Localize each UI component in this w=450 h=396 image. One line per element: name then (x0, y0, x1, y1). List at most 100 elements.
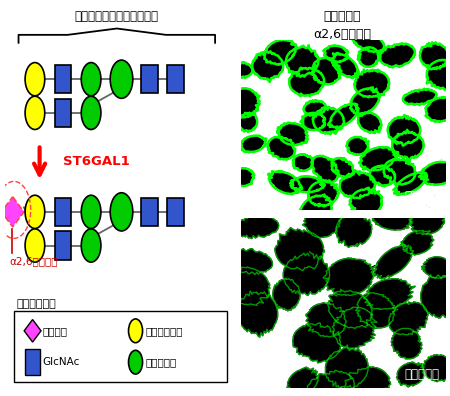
Polygon shape (425, 97, 450, 122)
Polygon shape (420, 42, 449, 69)
Polygon shape (332, 158, 354, 178)
Bar (25, 349, 40, 375)
Polygon shape (421, 257, 450, 278)
Polygon shape (332, 53, 359, 78)
Polygon shape (328, 103, 359, 129)
Polygon shape (300, 194, 332, 223)
Polygon shape (306, 303, 346, 337)
Circle shape (81, 96, 101, 129)
Polygon shape (231, 62, 252, 78)
Bar (141, 198, 158, 226)
Text: GlcNAc: GlcNAc (42, 357, 80, 367)
Polygon shape (358, 48, 379, 67)
Bar (141, 65, 158, 93)
Polygon shape (419, 162, 450, 185)
Polygon shape (302, 202, 342, 238)
Polygon shape (290, 177, 325, 192)
Polygon shape (239, 113, 257, 132)
Polygon shape (286, 46, 319, 76)
Polygon shape (268, 137, 295, 160)
Polygon shape (356, 293, 395, 328)
Bar (54, 231, 72, 260)
Polygon shape (307, 370, 354, 396)
Polygon shape (293, 323, 341, 363)
Polygon shape (234, 216, 279, 239)
Text: マンノース: マンノース (145, 357, 176, 367)
Polygon shape (369, 166, 395, 186)
Polygon shape (312, 58, 342, 84)
Polygon shape (403, 89, 436, 105)
Polygon shape (380, 43, 415, 67)
Polygon shape (352, 31, 384, 52)
Polygon shape (313, 107, 344, 134)
Bar (14, 311, 227, 382)
Text: 正常マウス: 正常マウス (405, 190, 439, 203)
Text: α2,6シアル酸: α2,6シアル酸 (9, 257, 58, 267)
Polygon shape (293, 154, 313, 171)
Polygon shape (231, 168, 254, 186)
Polygon shape (268, 171, 302, 194)
Circle shape (110, 193, 133, 231)
Bar (167, 198, 184, 226)
Polygon shape (273, 278, 300, 311)
Polygon shape (363, 279, 415, 309)
Polygon shape (24, 320, 41, 342)
Polygon shape (227, 88, 260, 117)
Polygon shape (427, 60, 450, 90)
Text: ST6GAL1: ST6GAL1 (63, 155, 130, 168)
Polygon shape (311, 156, 338, 182)
Polygon shape (324, 46, 348, 62)
Circle shape (81, 229, 101, 262)
Circle shape (81, 63, 101, 96)
Bar (54, 99, 72, 127)
Circle shape (25, 96, 45, 129)
Polygon shape (275, 228, 324, 271)
Text: タンパク質に結合した糖鎖: タンパク質に結合した糖鎖 (75, 10, 159, 23)
Polygon shape (383, 159, 415, 185)
Text: 肥満マウス: 肥満マウス (405, 368, 439, 381)
Polygon shape (393, 172, 427, 195)
Circle shape (81, 195, 101, 228)
Polygon shape (350, 188, 382, 216)
Polygon shape (346, 137, 369, 155)
Polygon shape (223, 267, 270, 305)
Polygon shape (325, 345, 368, 389)
Text: α2,6シアル酸: α2,6シアル酸 (313, 28, 371, 41)
Polygon shape (1, 197, 24, 227)
Polygon shape (300, 113, 325, 130)
Polygon shape (238, 136, 266, 152)
Circle shape (25, 195, 45, 228)
Polygon shape (227, 249, 272, 274)
Polygon shape (289, 67, 324, 96)
Polygon shape (287, 367, 318, 396)
Text: ガラクトース: ガラクトース (145, 326, 183, 336)
Circle shape (25, 229, 45, 262)
Circle shape (129, 350, 143, 374)
Polygon shape (263, 39, 296, 65)
Polygon shape (400, 230, 434, 255)
Polygon shape (392, 328, 422, 359)
Polygon shape (332, 307, 377, 348)
Polygon shape (277, 123, 308, 145)
Polygon shape (304, 100, 326, 116)
Polygon shape (336, 212, 372, 248)
Polygon shape (389, 302, 428, 335)
Polygon shape (358, 112, 382, 133)
Polygon shape (371, 208, 412, 230)
Polygon shape (340, 170, 375, 198)
Text: 糖を表す記号: 糖を表す記号 (16, 299, 56, 309)
Polygon shape (387, 115, 420, 146)
Polygon shape (359, 147, 398, 170)
Polygon shape (350, 88, 380, 115)
Polygon shape (252, 51, 283, 82)
Circle shape (25, 63, 45, 96)
Polygon shape (354, 70, 389, 97)
Text: 脂肪組織の: 脂肪組織の (323, 10, 361, 23)
Polygon shape (283, 252, 329, 295)
Polygon shape (421, 273, 450, 318)
Polygon shape (373, 244, 414, 279)
Polygon shape (392, 130, 423, 160)
Polygon shape (423, 355, 450, 381)
Polygon shape (308, 181, 339, 206)
Circle shape (129, 319, 143, 343)
